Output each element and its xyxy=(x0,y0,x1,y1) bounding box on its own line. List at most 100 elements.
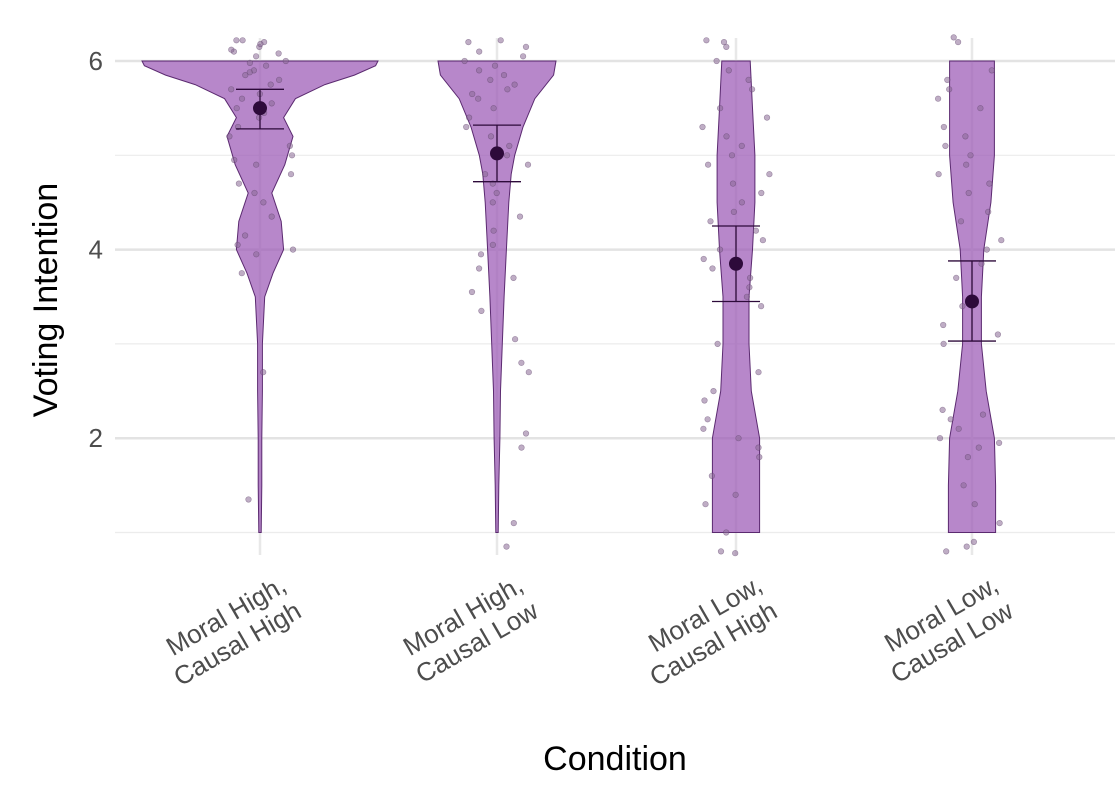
data-point xyxy=(714,340,721,348)
data-point xyxy=(725,67,732,74)
data-point xyxy=(716,246,724,253)
data-point xyxy=(957,218,965,225)
data-point xyxy=(231,156,238,164)
data-point xyxy=(943,548,950,555)
data-point xyxy=(268,100,275,107)
data-point xyxy=(935,171,942,178)
data-point xyxy=(728,152,736,159)
data-point xyxy=(940,321,947,329)
data-point xyxy=(756,454,763,461)
data-point xyxy=(256,114,263,121)
data-point xyxy=(707,218,714,225)
data-point xyxy=(239,37,246,44)
data-point xyxy=(289,246,297,253)
data-point xyxy=(489,199,496,206)
data-point xyxy=(746,284,753,291)
y-axis-title: Voting Intention xyxy=(27,183,65,417)
data-point xyxy=(478,307,485,315)
x-tick-label: Moral Low,Causal High xyxy=(629,569,782,692)
data-point xyxy=(708,472,716,480)
data-point xyxy=(503,543,510,550)
data-point xyxy=(986,180,993,187)
data-point xyxy=(510,519,517,527)
data-point xyxy=(723,133,730,140)
data-point xyxy=(263,62,270,69)
data-point xyxy=(985,208,992,215)
data-point xyxy=(700,255,707,263)
data-point xyxy=(995,439,1003,447)
data-point xyxy=(275,50,282,57)
data-point xyxy=(959,303,966,310)
data-point xyxy=(979,411,987,418)
data-point xyxy=(766,171,773,178)
data-point xyxy=(745,76,752,83)
data-point xyxy=(716,105,724,112)
data-point xyxy=(998,237,1005,244)
data-point xyxy=(487,76,494,83)
x-tick-label: Moral High,Causal Low xyxy=(395,569,543,689)
x-axis-title: Condition xyxy=(543,740,687,778)
data-point xyxy=(482,171,489,178)
data-point xyxy=(701,397,708,404)
data-point xyxy=(518,359,525,366)
data-point xyxy=(506,142,513,149)
y-tick-label: 4 xyxy=(89,235,103,265)
data-point xyxy=(268,213,275,220)
data-point xyxy=(242,232,249,239)
data-point xyxy=(954,38,962,46)
data-point xyxy=(970,538,978,546)
data-point xyxy=(242,71,249,79)
data-point xyxy=(975,444,982,451)
data-point xyxy=(735,435,742,442)
data-point xyxy=(738,199,746,206)
data-point xyxy=(260,199,267,206)
data-point xyxy=(246,59,253,67)
data-point xyxy=(493,189,500,197)
data-point xyxy=(965,189,972,197)
data-point xyxy=(746,274,754,282)
data-point xyxy=(763,114,771,121)
data-point xyxy=(967,152,974,159)
data-point xyxy=(477,251,485,258)
data-point xyxy=(253,53,260,60)
data-point xyxy=(490,105,497,112)
data-point xyxy=(759,237,767,244)
data-point xyxy=(476,67,483,74)
data-point xyxy=(516,213,524,220)
data-point xyxy=(497,37,504,44)
data-point xyxy=(489,241,497,248)
x-tick-label: Moral High,Causal High xyxy=(153,569,306,692)
data-point xyxy=(748,86,756,93)
data-point xyxy=(944,76,951,83)
data-point xyxy=(700,425,707,432)
data-point xyxy=(960,482,967,489)
data-point xyxy=(468,288,476,296)
data-point xyxy=(963,543,970,550)
data-point xyxy=(971,501,978,508)
data-point xyxy=(228,46,235,53)
data-point xyxy=(286,142,294,149)
data-point xyxy=(955,425,962,432)
data-point xyxy=(732,491,739,498)
data-point xyxy=(704,416,711,423)
data-point xyxy=(476,48,483,55)
data-point xyxy=(276,76,283,83)
data-point xyxy=(953,274,960,282)
data-point xyxy=(511,336,519,343)
data-point xyxy=(703,37,710,44)
data-point xyxy=(461,57,468,65)
data-point xyxy=(257,40,264,48)
data-point xyxy=(947,416,954,423)
data-point xyxy=(758,189,765,197)
data-point xyxy=(503,152,511,159)
data-point xyxy=(738,142,745,149)
data-point xyxy=(732,550,739,557)
data-point xyxy=(963,161,970,168)
mean-point xyxy=(729,256,743,271)
data-point xyxy=(723,43,730,51)
data-point xyxy=(524,161,532,168)
data-point xyxy=(519,53,527,60)
data-point xyxy=(463,123,470,131)
data-point xyxy=(946,86,953,93)
